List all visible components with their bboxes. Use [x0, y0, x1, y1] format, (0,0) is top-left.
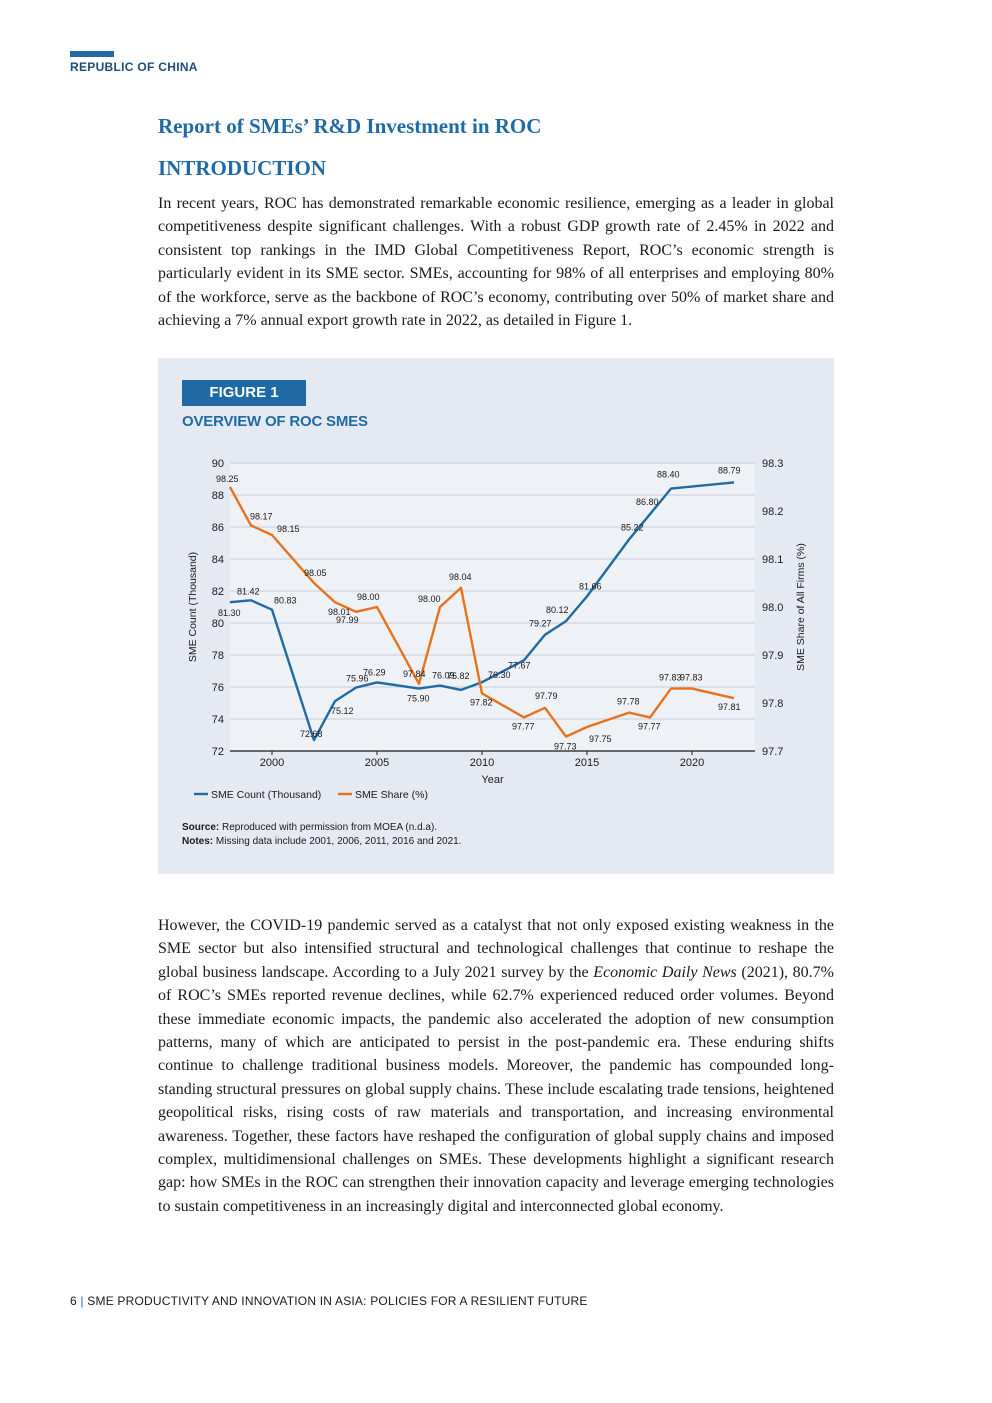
y-tick-label-right: 98.0	[762, 602, 783, 614]
line-chart: 72 74 76 78 80 82 84 86 88 90 97.7 97.8 97.9 98.0 98.1…	[187, 458, 807, 801]
x-tick-label: 2015	[575, 757, 599, 769]
data-label: 97.73	[554, 742, 577, 752]
y-tick-label-left: 72	[212, 746, 224, 758]
figure-title: OVERVIEW OF ROC SMES	[182, 413, 368, 430]
data-label: 98.00	[357, 592, 380, 602]
page-number: 6	[70, 1294, 77, 1308]
y-tick-label-left: 88	[212, 490, 224, 502]
data-label: 80.83	[274, 596, 297, 606]
data-label: 98.15	[277, 524, 300, 534]
y-tick-label-right: 97.9	[762, 650, 783, 662]
data-label: 75.12	[331, 706, 354, 716]
data-label: 97.79	[535, 691, 558, 701]
data-label: 97.78	[617, 697, 640, 707]
data-label: 98.25	[216, 474, 239, 484]
y-tick-label-right: 98.1	[762, 554, 783, 566]
data-label: 85.22	[621, 522, 644, 532]
header-accent-bar	[70, 51, 114, 57]
figure-panel: FIGURE 1 OVERVIEW OF ROC SMES 72 74 76 78 80…	[158, 358, 834, 874]
data-label: 97.82	[470, 697, 493, 707]
x-tick-label: 2010	[470, 757, 494, 769]
running-header: REPUBLIC OF CHINA	[70, 60, 198, 74]
notes-label: Notes:	[182, 836, 214, 847]
y-tick-label-left: 82	[212, 586, 224, 598]
data-label: 98.17	[250, 511, 273, 521]
data-label: 97.75	[589, 734, 612, 744]
covid-paragraph-rest: (2021), 80.7% of ROC’s SMEs reported rev…	[158, 963, 835, 1215]
newspaper-title: Economic Daily News	[593, 963, 737, 981]
data-label: 97.77	[512, 721, 535, 731]
y-tick-label-left: 80	[212, 618, 224, 630]
y-tick-label-left: 74	[212, 714, 224, 726]
y-tick-label-left: 90	[212, 458, 224, 470]
data-label: 75.96	[346, 674, 369, 684]
y-axis-title-right: SME Share of All Firms (%)	[795, 543, 807, 671]
data-label: 88.79	[718, 465, 741, 475]
page-footer: 6 | SME PRODUCTIVITY AND INNOVATION IN A…	[70, 1294, 588, 1308]
source-label: Source:	[182, 822, 220, 833]
data-label: 88.40	[657, 470, 680, 480]
y-tick-label-right: 98.3	[762, 458, 783, 470]
footer-separator: |	[80, 1294, 84, 1308]
notes-text: Missing data include 2001, 2006, 2011, 2…	[213, 836, 462, 847]
figure-source: Source: Reproduced with permission from …	[182, 822, 437, 833]
data-label: 77.67	[508, 660, 531, 670]
y-tick-label-right: 97.7	[762, 746, 783, 758]
data-label: 98.04	[449, 572, 472, 582]
section-heading: INTRODUCTION	[158, 156, 327, 180]
data-label: 75.82	[447, 671, 470, 681]
data-label: 81.30	[218, 608, 241, 618]
footer-text: SME PRODUCTIVITY AND INNOVATION IN ASIA:…	[87, 1294, 588, 1308]
data-label: 76.29	[363, 667, 386, 677]
y-tick-label-left: 76	[212, 682, 224, 694]
data-label: 79.27	[529, 619, 552, 629]
data-label: 97.83	[659, 673, 682, 683]
data-label: 76.09	[432, 671, 455, 681]
data-label: 98.01	[328, 607, 351, 617]
series-line-sme-share	[228, 486, 735, 738]
covid-paragraph-start: However, the COVID-19 pandemic served as…	[158, 917, 834, 981]
data-label: 97.83	[680, 673, 703, 683]
data-label: 72.68	[300, 729, 323, 739]
legend-label: SME Share (%)	[355, 789, 428, 801]
data-label: 97.81	[718, 702, 741, 712]
data-label: 81.42	[237, 586, 260, 596]
series-line-sme-count	[229, 481, 735, 742]
data-label: 81.66	[579, 581, 602, 591]
data-label: 97.77	[638, 721, 661, 731]
data-label: 80.12	[546, 605, 569, 615]
y-tick-label-right: 97.8	[762, 698, 783, 710]
data-label: 98.05	[304, 568, 327, 578]
source-text: Reproduced with permission from MOEA (n.…	[219, 822, 438, 833]
y-tick-label-right: 98.2	[762, 506, 783, 518]
plot-area	[230, 463, 755, 751]
data-label: 97.84	[403, 669, 426, 679]
x-tick-label: 2020	[680, 757, 704, 769]
x-tick-label: 2000	[260, 757, 284, 769]
figure-tag: FIGURE 1	[182, 380, 306, 406]
report-title: Report of SMEs’ R&D Investment in ROC	[158, 114, 542, 138]
y-tick-label-left: 86	[212, 522, 224, 534]
x-axis-title: Year	[481, 774, 504, 786]
covid-paragraph: However, the COVID-19 pandemic served as…	[158, 914, 834, 1218]
data-label: 97.99	[336, 615, 359, 625]
figure-notes: Notes: Missing data include 2001, 2006, …	[182, 836, 461, 847]
y-axis-title-left: SME Count (Thousand)	[187, 552, 199, 662]
y-tick-label-left: 78	[212, 650, 224, 662]
data-label: 75.90	[407, 694, 430, 704]
intro-paragraph: In recent years, ROC has demonstrated re…	[158, 195, 834, 330]
data-label: 98.00	[418, 594, 441, 604]
y-tick-label-left: 84	[212, 554, 224, 566]
data-label: 76.30	[488, 670, 511, 680]
legend-label: SME Count (Thousand)	[211, 789, 321, 801]
x-tick-label: 2005	[365, 757, 389, 769]
data-label: 86.80	[636, 497, 659, 507]
